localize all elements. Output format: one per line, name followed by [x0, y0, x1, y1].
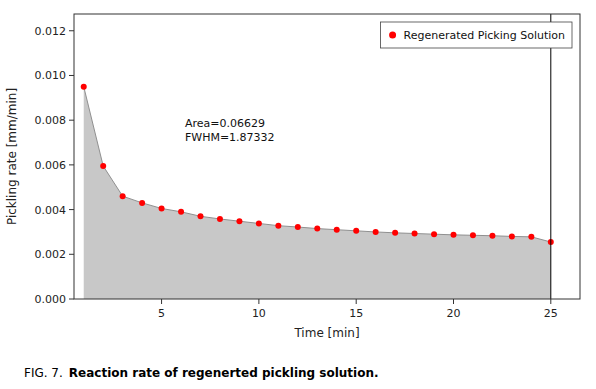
data-point	[100, 163, 106, 169]
y-tick-label: 0.012	[35, 25, 67, 38]
data-point	[373, 229, 379, 235]
y-tick-label: 0.000	[35, 293, 67, 306]
y-tick	[69, 30, 74, 31]
data-point	[217, 216, 223, 222]
x-tick-label: 25	[544, 307, 558, 320]
y-axis-label: Pickling rate [mm/min]	[5, 88, 19, 225]
y-tick-label: 0.008	[35, 114, 67, 127]
y-tick-label: 0.002	[35, 248, 67, 261]
data-point	[236, 218, 242, 224]
data-point	[295, 224, 301, 230]
chart: 5 10 15 20 25 0.000 0.002 0.004 0.006 0.008 0.010 0…	[0, 0, 596, 389]
plot-frame	[74, 14, 580, 299]
data-point	[139, 200, 145, 206]
data-point	[159, 205, 165, 211]
y-tick-label: 0.004	[35, 204, 67, 217]
x-tick	[550, 299, 551, 304]
data-point	[120, 193, 126, 199]
data-point	[489, 233, 495, 239]
caption: FIG. 7. Reaction rate of regenerted pickl…	[24, 366, 379, 380]
x-tick-label: 10	[252, 307, 266, 320]
axes: 5 10 15 20 25 0.000 0.002 0.004 0.006 0.008 0.010 0…	[5, 25, 558, 340]
annotation-line: FWHM=1.87332	[185, 131, 275, 144]
data-point	[178, 209, 184, 215]
data-point	[412, 231, 418, 237]
y-tick	[69, 164, 74, 165]
y-tick	[69, 75, 74, 76]
data-point	[314, 226, 320, 232]
data-point	[528, 234, 534, 240]
x-tick	[161, 299, 162, 304]
plot-area	[81, 14, 554, 299]
vertical-line	[550, 14, 551, 299]
x-tick-label: 5	[158, 307, 165, 320]
x-tick-label: 15	[349, 307, 363, 320]
caption-label: FIG. 7.	[24, 366, 63, 380]
legend-marker	[389, 32, 396, 39]
annotation-line: Area=0.06629	[185, 117, 265, 130]
data-point	[431, 231, 437, 237]
data-point	[470, 232, 476, 238]
y-tick	[69, 209, 74, 210]
y-tick	[69, 120, 74, 121]
annotation: Area=0.06629FWHM=1.87332	[185, 117, 275, 144]
x-tick	[453, 299, 454, 304]
legend-label: Regenerated Picking Solution	[404, 29, 565, 42]
series-line	[84, 87, 551, 242]
x-axis-label: Time [min]	[293, 326, 359, 340]
area-fill	[84, 87, 551, 299]
y-tick	[69, 299, 74, 300]
data-point	[198, 213, 204, 219]
x-tick	[356, 299, 357, 304]
data-point	[392, 230, 398, 236]
y-tick-label: 0.006	[35, 159, 67, 172]
data-point	[256, 220, 262, 226]
x-tick-label: 20	[447, 307, 461, 320]
data-point	[451, 232, 457, 238]
data-point	[81, 84, 87, 90]
y-tick	[69, 254, 74, 255]
y-tick-label: 0.010	[35, 69, 67, 82]
legend-box	[381, 22, 572, 48]
caption-text: Reaction rate of regenerted pickling sol…	[69, 366, 379, 380]
x-tick	[258, 299, 259, 304]
data-point	[275, 223, 281, 229]
data-point	[334, 227, 340, 233]
data-point	[353, 228, 359, 234]
legend: Regenerated Picking Solution	[381, 22, 572, 48]
data-point	[509, 233, 515, 239]
